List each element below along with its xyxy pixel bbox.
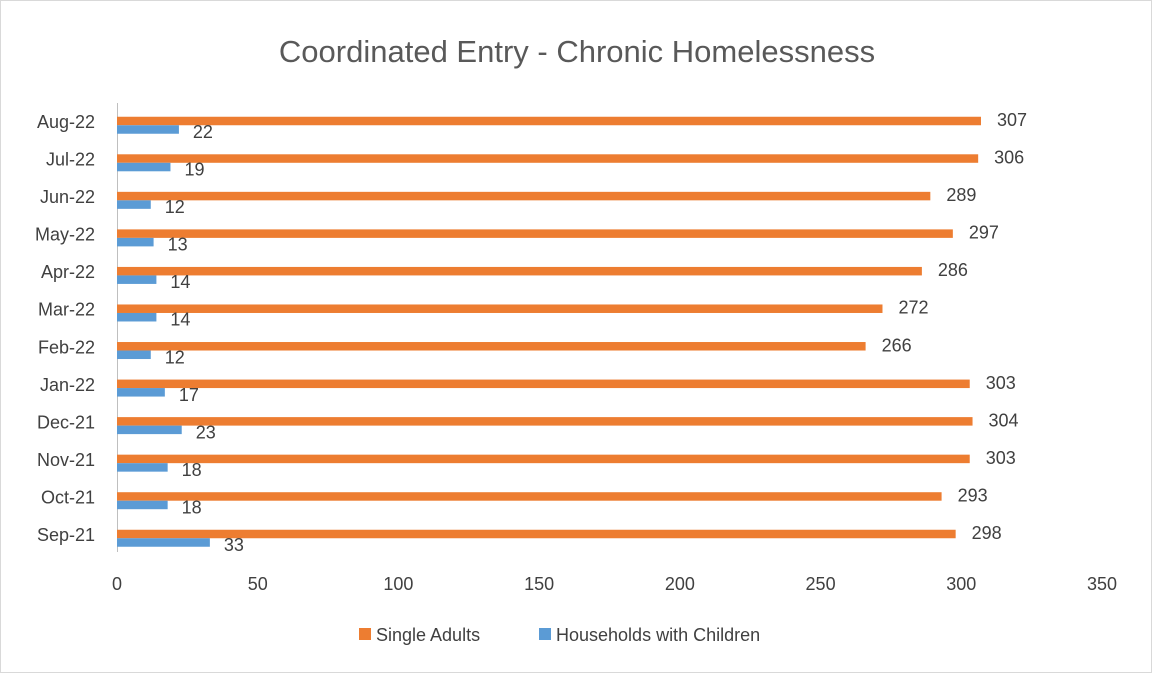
bars-layer [117, 116, 981, 547]
y-tick-label: Jan-22 [40, 375, 95, 395]
x-tick-label: 50 [248, 574, 268, 594]
chart-title: Coordinated Entry - Chronic Homelessness [279, 34, 875, 69]
y-tick-label: Apr-22 [41, 262, 95, 282]
x-tick-labels: 0 50 100 150 200 250 300 350 [112, 574, 1117, 594]
data-label-single-adults: 306 [994, 148, 1024, 168]
data-label-households-with-children: 12 [165, 197, 185, 217]
data-label-single-adults: 303 [986, 373, 1016, 393]
bar-households-with-children [117, 538, 210, 547]
data-label-households-with-children: 18 [182, 497, 202, 517]
bar-households-with-children [117, 463, 168, 472]
data-label-households-with-children: 19 [184, 160, 204, 180]
x-tick-label: 0 [112, 574, 122, 594]
legend-label-households-with-children: Households with Children [556, 625, 760, 645]
x-tick-label: 200 [665, 574, 695, 594]
x-tick-label: 100 [383, 574, 413, 594]
y-tick-label: Feb-22 [38, 337, 95, 357]
data-label-households-with-children: 18 [182, 460, 202, 480]
legend-swatch-single-adults [359, 628, 371, 640]
data-label-single-adults: 289 [946, 185, 976, 205]
bar-single-adults [117, 191, 931, 201]
y-tick-label: Jul-22 [46, 150, 95, 170]
data-label-single-adults: 303 [986, 448, 1016, 468]
bar-single-adults [117, 266, 922, 276]
data-labels-layer: 298 33 293 18 303 18 304 23 303 17 266 12 272 14 286 14… [165, 110, 1027, 555]
bar-single-adults [117, 229, 953, 238]
data-label-single-adults: 272 [898, 298, 928, 318]
bar-households-with-children [117, 500, 168, 510]
data-label-single-adults: 293 [958, 485, 988, 505]
y-tick-label: Oct-21 [41, 487, 95, 507]
data-label-households-with-children: 22 [193, 122, 213, 142]
x-tick-label: 250 [806, 574, 836, 594]
legend-label-single-adults: Single Adults [376, 625, 480, 645]
bar-single-adults [117, 379, 970, 389]
data-label-single-adults: 266 [882, 335, 912, 355]
bar-households-with-children [117, 388, 165, 397]
y-tick-label: Jun-22 [40, 187, 95, 207]
data-label-single-adults: 297 [969, 223, 999, 243]
data-label-households-with-children: 23 [196, 422, 216, 442]
bar-households-with-children [117, 425, 182, 435]
bar-households-with-children [117, 237, 154, 247]
bar-households-with-children [117, 275, 157, 284]
legend-swatch-households-with-children [539, 628, 551, 640]
bar-single-adults [117, 154, 979, 163]
bar-households-with-children [117, 200, 151, 209]
legend: Single Adults Households with Children [359, 625, 760, 645]
data-label-single-adults: 307 [997, 110, 1027, 130]
data-label-households-with-children: 12 [165, 347, 185, 367]
y-tick-label: Dec-21 [37, 412, 95, 432]
bar-households-with-children [117, 312, 157, 322]
y-tick-labels: Sep-21 Oct-21 Nov-21 Dec-21 Jan-22 Feb-22 Mar-… [35, 112, 95, 545]
bar-single-adults [117, 492, 942, 501]
data-label-single-adults: 286 [938, 260, 968, 280]
data-label-households-with-children: 33 [224, 535, 244, 555]
bar-single-adults [117, 529, 956, 539]
y-tick-label: Sep-21 [37, 525, 95, 545]
y-tick-label: May-22 [35, 225, 95, 245]
data-label-households-with-children: 17 [179, 385, 199, 405]
x-tick-label: 350 [1087, 574, 1117, 594]
data-label-single-adults: 298 [972, 523, 1002, 543]
y-tick-label: Mar-22 [38, 300, 95, 320]
x-tick-label: 300 [946, 574, 976, 594]
y-tick-label: Nov-21 [37, 450, 95, 470]
data-label-single-adults: 304 [989, 410, 1019, 430]
x-tick-label: 150 [524, 574, 554, 594]
bar-single-adults [117, 342, 866, 351]
bar-households-with-children [117, 350, 151, 360]
data-label-households-with-children: 14 [170, 310, 190, 330]
bar-single-adults [117, 304, 883, 313]
bar-single-adults [117, 116, 981, 126]
bar-households-with-children [117, 162, 171, 172]
bar-single-adults [117, 417, 973, 426]
data-label-households-with-children: 13 [168, 235, 188, 255]
bar-households-with-children [117, 125, 179, 134]
y-tick-label: Aug-22 [37, 112, 95, 132]
data-label-households-with-children: 14 [170, 272, 190, 292]
bar-single-adults [117, 454, 970, 464]
